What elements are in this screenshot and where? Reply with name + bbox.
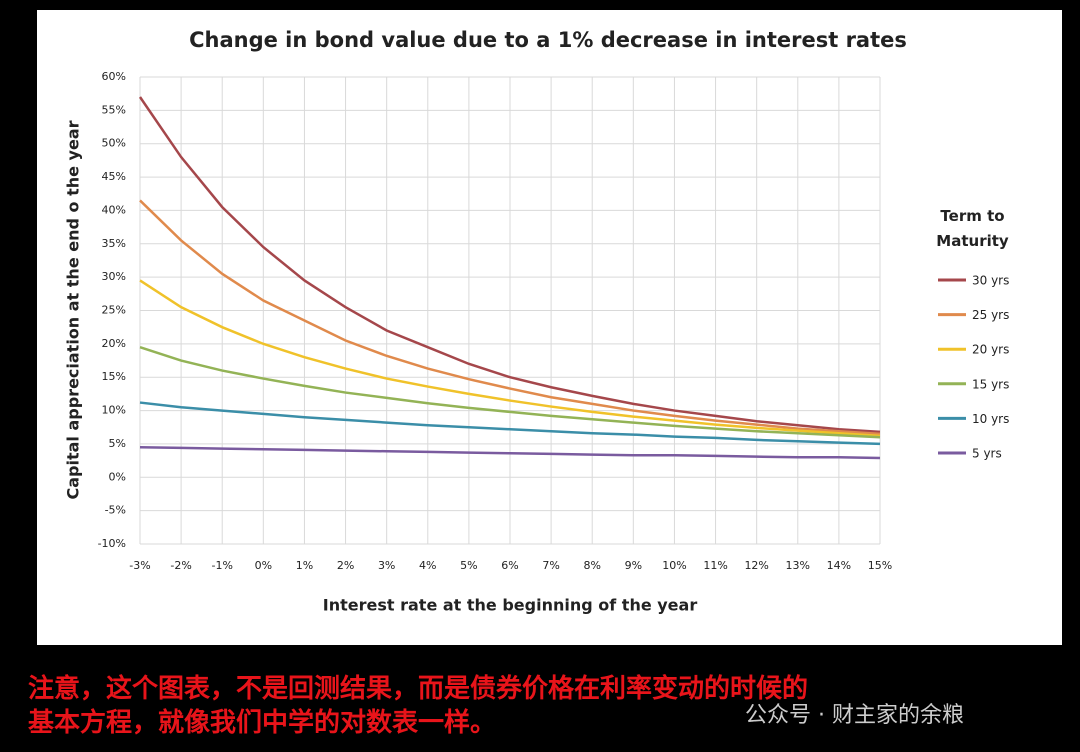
x-tick-label: 1% — [296, 559, 313, 572]
x-tick-label: 3% — [378, 559, 395, 572]
y-tick-label: 30% — [102, 270, 126, 283]
series-line — [138, 96, 881, 434]
y-tick-label: 55% — [102, 103, 126, 116]
y-axis-label: Capital appreciation at the end o the ye… — [64, 120, 83, 499]
y-tick-label: 10% — [102, 404, 126, 417]
x-tick-label: 6% — [501, 559, 518, 572]
x-tick-label: 10% — [662, 559, 686, 572]
y-tick-label: 60% — [102, 70, 126, 83]
x-tick-label: 5% — [460, 559, 477, 572]
series-line — [139, 446, 881, 460]
y-tick-label: 0% — [109, 470, 126, 483]
x-tick-label: 15% — [868, 559, 892, 572]
y-tick-label: 45% — [102, 170, 126, 183]
x-tick-label: 12% — [744, 559, 768, 572]
x-tick-label: 4% — [419, 559, 436, 572]
legend-label: 15 yrs — [972, 377, 1009, 391]
y-tick-label: 15% — [102, 370, 126, 383]
y-tick-label: 20% — [102, 337, 126, 350]
series-line — [139, 401, 881, 446]
chart-panel — [37, 10, 1062, 645]
x-tick-label: 14% — [827, 559, 851, 572]
legend-label: 10 yrs — [972, 412, 1009, 426]
legend-label: 25 yrs — [972, 308, 1009, 322]
legend-label: 20 yrs — [972, 343, 1009, 357]
y-tick-label: 25% — [102, 304, 126, 317]
x-axis-label: Interest rate at the beginning of the ye… — [323, 596, 698, 615]
legend-label: 5 yrs — [972, 447, 1002, 461]
x-tick-label: 2% — [337, 559, 354, 572]
chart-title: Change in bond value due to a 1% decreas… — [189, 28, 907, 52]
x-tick-label: 11% — [703, 559, 727, 572]
x-tick-label: -2% — [170, 559, 191, 572]
legend-title: Term to Maturity — [936, 207, 1009, 250]
y-tick-label: 5% — [109, 437, 126, 450]
legend-label: 30 yrs — [972, 274, 1009, 288]
series-line — [139, 279, 881, 438]
caption-line: 注意，这个图表，不是回测结果，而是债券价格在利率变动的时候的 — [28, 674, 809, 704]
y-tick-label: -10% — [98, 537, 126, 550]
y-tick-label: -5% — [105, 504, 126, 517]
x-tick-label: 8% — [583, 559, 600, 572]
watermark: 公众号 · 财主家的余粮 — [745, 703, 964, 728]
y-tick-label: 40% — [102, 203, 126, 216]
series-line — [139, 346, 881, 439]
x-tick-label: -3% — [129, 559, 150, 572]
x-tick-label: 7% — [542, 559, 559, 572]
x-tick-label: 13% — [786, 559, 810, 572]
y-tick-label: 50% — [102, 137, 126, 150]
y-tick-label: 35% — [102, 237, 126, 250]
series-line — [139, 199, 881, 436]
x-tick-label: 9% — [625, 559, 642, 572]
caption-line: 基本方程，就像我们中学的对数表一样。 — [28, 708, 497, 738]
x-tick-label: 0% — [255, 559, 272, 572]
x-tick-label: -1% — [212, 559, 233, 572]
